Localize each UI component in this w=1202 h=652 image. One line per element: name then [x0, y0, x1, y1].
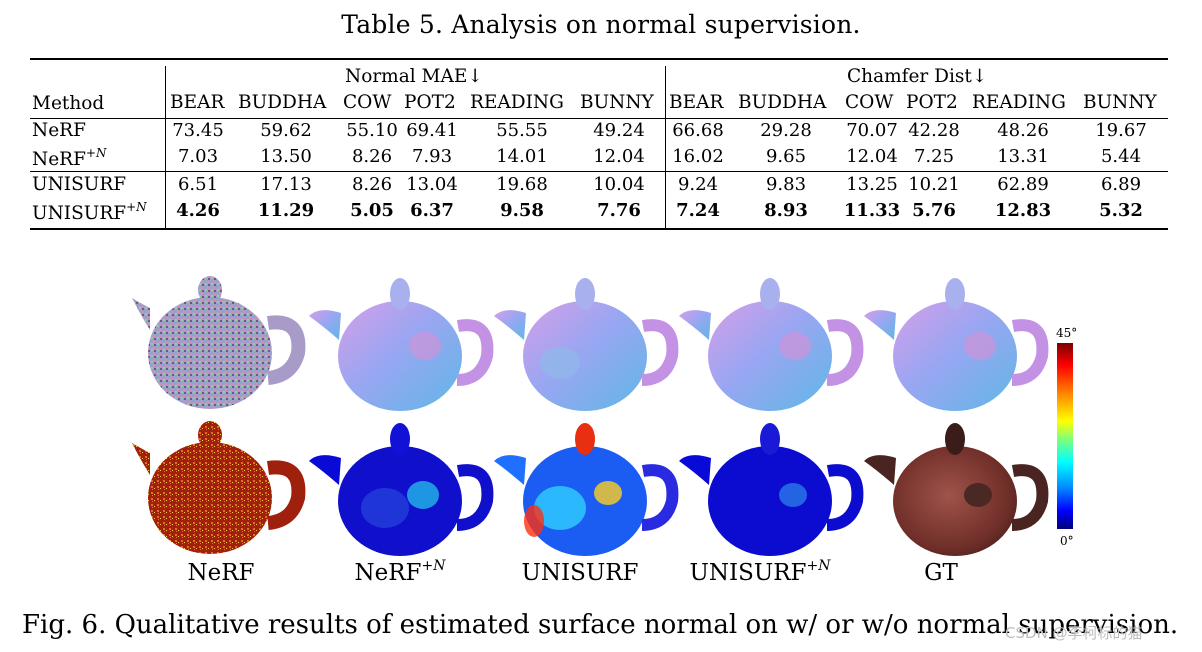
table-bottom-rule — [30, 228, 1168, 230]
col-header-bear: BEAR — [669, 92, 724, 113]
col-header-pot2: POT2 — [906, 92, 958, 113]
table-cell: 12.04 — [593, 146, 645, 167]
colorbar-max-label: 45° — [1056, 326, 1078, 340]
teapot-unisurf-error — [490, 413, 680, 563]
table-cell: 7.93 — [411, 146, 453, 167]
figure-col-label-nerf-n: NeRF+N — [354, 558, 446, 586]
col-header-pot2: POT2 — [404, 92, 456, 113]
table-cell: 8.26 — [351, 174, 393, 195]
col-header-bunny: BUNNY — [1083, 92, 1157, 113]
table-caption: Table 5. Analysis on normal supervision. — [341, 10, 861, 39]
table-cell: 17.13 — [260, 174, 312, 195]
table-cell: 29.28 — [760, 120, 812, 141]
row-method-label: UNISURF — [32, 174, 127, 195]
colorbar-min-label: 0° — [1060, 534, 1074, 548]
col-header-bear: BEAR — [170, 92, 225, 113]
table-cell: 10.04 — [593, 174, 645, 195]
col-header-bunny: BUNNY — [580, 92, 654, 113]
table-cell: 6.37 — [410, 200, 454, 221]
mid-rule — [30, 171, 1168, 172]
table-cell: 10.21 — [908, 174, 960, 195]
teapot-nerf-n-error — [305, 413, 495, 563]
figure-col-label-nerf: NeRF — [187, 560, 255, 586]
teapot-unisurf-n-normal — [675, 268, 865, 418]
teapot-unisurf-n-error — [675, 413, 865, 563]
group-header-normal-mae: Normal MAE↓ — [345, 66, 483, 87]
table-cell: 13.31 — [997, 146, 1049, 167]
table-cell: 8.26 — [351, 146, 393, 167]
figure-caption: Fig. 6. Qualitative results of estimated… — [22, 610, 1179, 640]
teapot-unisurf-normal — [490, 268, 680, 418]
watermark: CSDN @李柯标的猫 — [1005, 624, 1143, 642]
table-cell: 12.83 — [994, 200, 1052, 221]
col-header-cow: COW — [845, 92, 894, 113]
table-cell: 7.24 — [676, 200, 720, 221]
group-header-chamfer: Chamfer Dist↓ — [847, 66, 988, 87]
col-header-buddha: BUDDHA — [238, 92, 327, 113]
teapot-nerf-n-normal — [305, 268, 495, 418]
table-cell: 12.04 — [846, 146, 898, 167]
table-cell: 9.83 — [765, 174, 807, 195]
table-cell: 62.89 — [997, 174, 1049, 195]
table-cell: 9.65 — [765, 146, 807, 167]
row-method-label: NeRF+N — [32, 146, 107, 170]
row-method-label: NeRF — [32, 120, 86, 141]
table-cell: 13.25 — [846, 174, 898, 195]
method-header: Method — [32, 93, 105, 114]
table-cell: 11.29 — [257, 200, 315, 221]
table-cell: 16.02 — [672, 146, 724, 167]
method-divider — [165, 66, 166, 228]
table-cell: 8.93 — [764, 200, 808, 221]
table-cell: 48.26 — [997, 120, 1049, 141]
teapot-gt-render — [860, 413, 1050, 563]
col-header-reading: READING — [470, 92, 564, 113]
table-cell: 9.24 — [677, 174, 719, 195]
table-cell: 5.05 — [350, 200, 394, 221]
figure-col-label-unisurf-n: UNISURF+N — [689, 558, 831, 586]
table-cell: 13.50 — [260, 146, 312, 167]
table-cell: 19.68 — [496, 174, 548, 195]
table-cell: 4.26 — [176, 200, 220, 221]
table-cell: 6.89 — [1100, 174, 1142, 195]
table-cell: 70.07 — [846, 120, 898, 141]
error-colorbar — [1057, 343, 1073, 529]
table-cell: 73.45 — [172, 120, 224, 141]
teapot-gt-normal — [860, 268, 1050, 418]
teapot-nerf-error — [120, 413, 310, 563]
table-cell: 69.41 — [406, 120, 458, 141]
table-cell: 5.76 — [912, 200, 956, 221]
table-cell: 59.62 — [260, 120, 312, 141]
table-cell: 55.10 — [346, 120, 398, 141]
table-cell: 6.51 — [177, 174, 219, 195]
table-cell: 7.25 — [913, 146, 955, 167]
table-cell: 5.32 — [1099, 200, 1143, 221]
table-top-rule — [30, 58, 1168, 60]
table-cell: 66.68 — [672, 120, 724, 141]
teapot-nerf-normal — [120, 268, 310, 418]
table-cell: 55.55 — [496, 120, 548, 141]
table-cell: 5.44 — [1100, 146, 1142, 167]
col-header-reading: READING — [972, 92, 1066, 113]
table-cell: 14.01 — [496, 146, 548, 167]
table-cell: 19.67 — [1095, 120, 1147, 141]
table-cell: 11.33 — [843, 200, 901, 221]
col-header-cow: COW — [343, 92, 392, 113]
table-cell: 49.24 — [593, 120, 645, 141]
header-rule — [30, 118, 1168, 119]
row-method-label: UNISURF+N — [32, 200, 147, 224]
table-cell: 13.04 — [406, 174, 458, 195]
table-cell: 42.28 — [908, 120, 960, 141]
table-cell: 9.58 — [500, 200, 544, 221]
table-cell: 7.76 — [597, 200, 641, 221]
col-header-buddha: BUDDHA — [738, 92, 827, 113]
table-cell: 7.03 — [177, 146, 219, 167]
figure-col-label-unisurf: UNISURF — [521, 560, 639, 586]
group-divider — [665, 66, 666, 228]
figure-col-label-gt: GT — [924, 560, 958, 586]
